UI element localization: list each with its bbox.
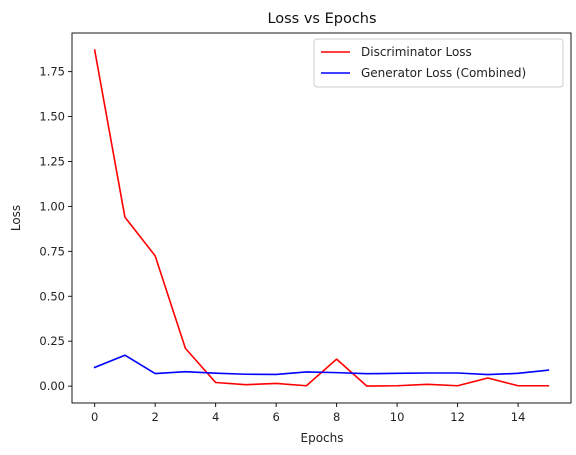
y-tick-label: 0.75 (39, 244, 65, 258)
y-tick-label: 0.25 (39, 334, 65, 348)
x-tick-label: 0 (91, 410, 98, 424)
x-tick-label: 2 (152, 410, 159, 424)
y-tick-label: 0.50 (39, 289, 65, 303)
x-tick-label: 10 (390, 410, 405, 424)
y-axis-label: Loss (9, 205, 23, 231)
y-tick-label: 1.00 (39, 199, 65, 213)
x-tick-label: 12 (450, 410, 465, 424)
series-line-2 (93, 354, 550, 376)
legend-box (313, 38, 564, 88)
y-tick-label: 1.25 (39, 154, 65, 168)
axes-frame (71, 32, 572, 404)
x-tick-label: 4 (212, 410, 219, 424)
y-tick-label: 0.00 (39, 379, 65, 393)
legend-label-1: Discriminator Loss (361, 45, 472, 59)
y-tick-label: 1.50 (39, 110, 65, 124)
x-tick-label: 8 (333, 410, 340, 424)
x-tick-label: 14 (511, 410, 526, 424)
x-tick-label: 6 (272, 410, 279, 424)
y-tick-label: 1.75 (39, 65, 65, 79)
plot-area: 0 2 4 6 8 10 12 14 0.00 0.25 0.50 0.75 1.00 1.25 1.50 1… (39, 32, 572, 424)
x-axis-label: Epochs (301, 431, 344, 445)
chart-title: Loss vs Epochs (267, 11, 376, 27)
legend-label-2: Generator Loss (Combined) (361, 66, 526, 80)
